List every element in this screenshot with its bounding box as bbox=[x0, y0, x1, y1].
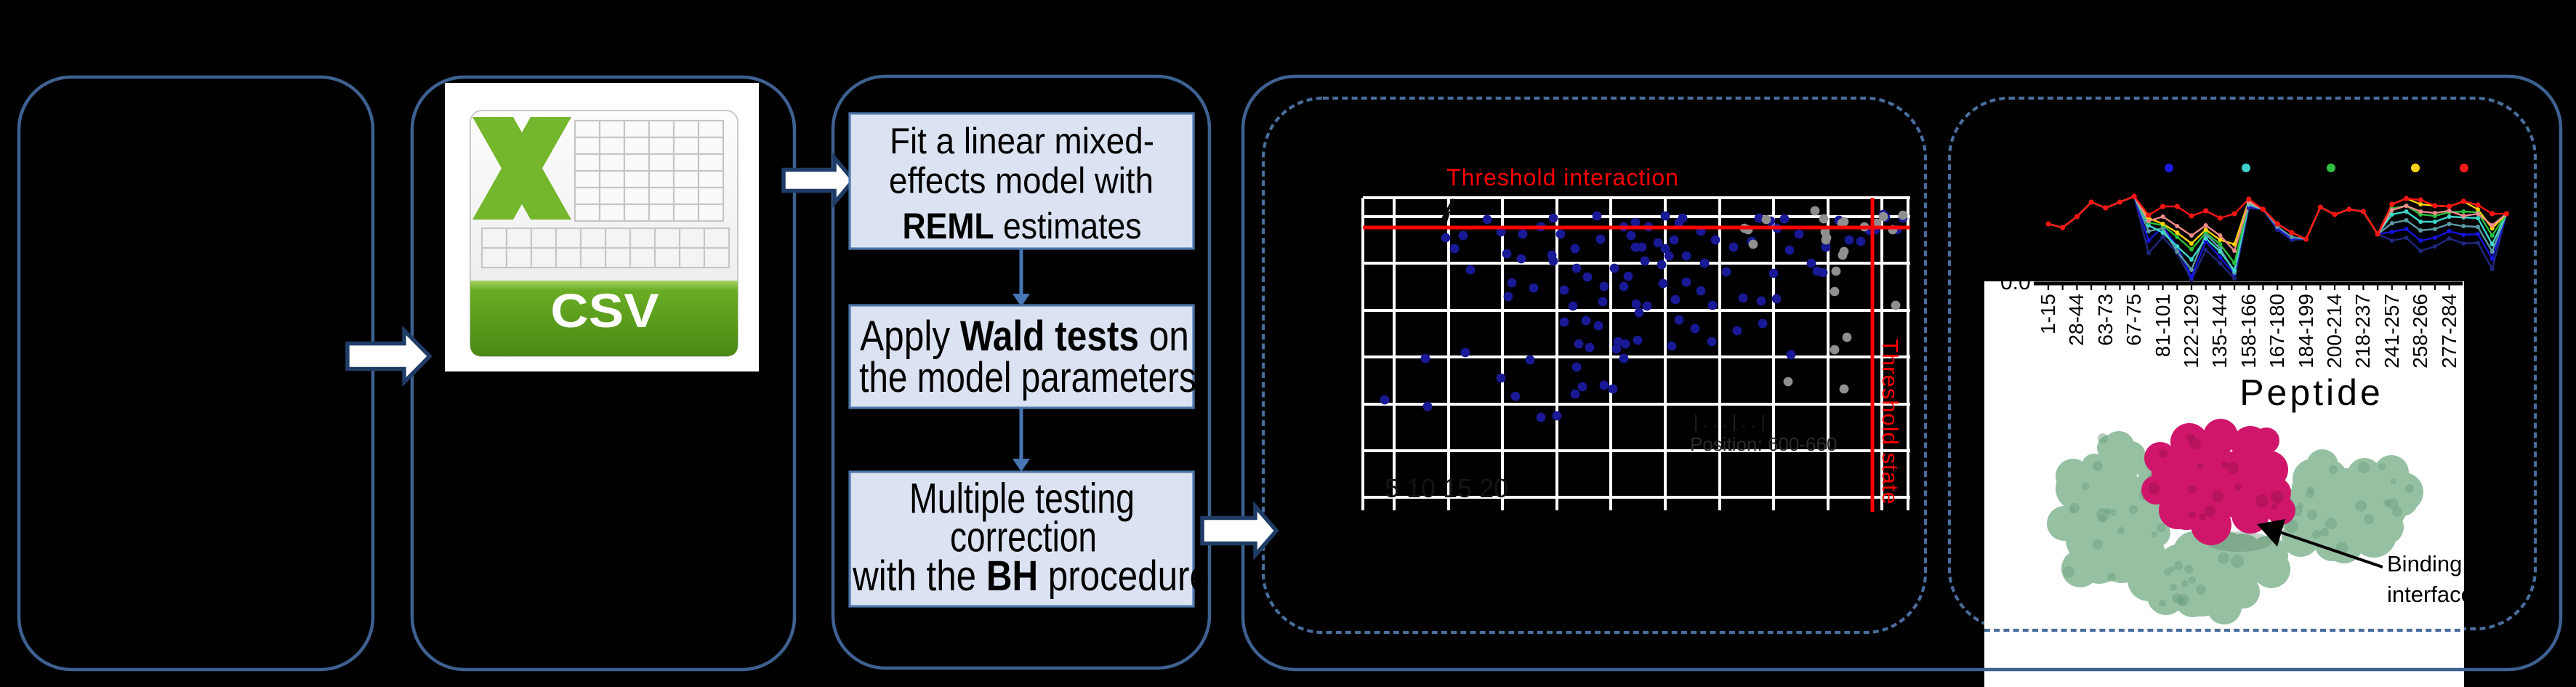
svg-text:| . . . | . . |: | . . . | . . | bbox=[1694, 412, 1766, 432]
svg-text:Position: 600-660: Position: 600-660 bbox=[1690, 433, 1837, 455]
svg-text:REML estimates: REML estimates bbox=[903, 206, 1142, 247]
svg-text:200-214: 200-214 bbox=[2323, 294, 2346, 369]
svg-text:Multiple testing: Multiple testing bbox=[909, 475, 1135, 523]
svg-text:81-101: 81-101 bbox=[2152, 294, 2174, 357]
svg-text:63-73: 63-73 bbox=[2094, 294, 2117, 346]
svg-text:158-166: 158-166 bbox=[2237, 294, 2260, 369]
svg-text:Threshold interaction: Threshold interaction bbox=[1446, 164, 1679, 190]
svg-text:Binding: Binding bbox=[2387, 551, 2462, 576]
svg-text:184-199: 184-199 bbox=[2295, 294, 2317, 369]
svg-text:5 10 15 20: 5 10 15 20 bbox=[1385, 473, 1508, 503]
svg-text:CSV: CSV bbox=[550, 284, 659, 337]
svg-text:241-257: 241-257 bbox=[2380, 294, 2403, 369]
svg-text:correction: correction bbox=[950, 515, 1097, 561]
svg-text:167-180: 167-180 bbox=[2266, 294, 2288, 369]
svg-text:277-284: 277-284 bbox=[2438, 294, 2460, 369]
svg-text:Peptide: Peptide bbox=[2239, 372, 2383, 413]
svg-text:Fit a linear mixed-: Fit a linear mixed- bbox=[890, 121, 1154, 161]
svg-text:0.0: 0.0 bbox=[2000, 270, 2031, 294]
svg-text:258-266: 258-266 bbox=[2409, 294, 2431, 369]
svg-text:28-44: 28-44 bbox=[2065, 294, 2088, 346]
svg-text:135-144: 135-144 bbox=[2208, 294, 2231, 369]
svg-text:1-15: 1-15 bbox=[2037, 294, 2059, 334]
svg-text:67-75: 67-75 bbox=[2122, 294, 2145, 346]
svg-text:effects model with: effects model with bbox=[889, 161, 1154, 201]
svg-text:218-237: 218-237 bbox=[2351, 294, 2374, 369]
svg-text:with the BH procedure: with the BH procedure bbox=[852, 553, 1209, 600]
svg-text:Threshold state: Threshold state bbox=[1877, 339, 1903, 505]
svg-text:the model parameters: the model parameters bbox=[859, 355, 1196, 401]
svg-text:Apply Wald tests on: Apply Wald tests on bbox=[860, 313, 1189, 359]
svg-text:interface: interface bbox=[2387, 582, 2474, 607]
svg-text:122-129: 122-129 bbox=[2180, 294, 2202, 369]
